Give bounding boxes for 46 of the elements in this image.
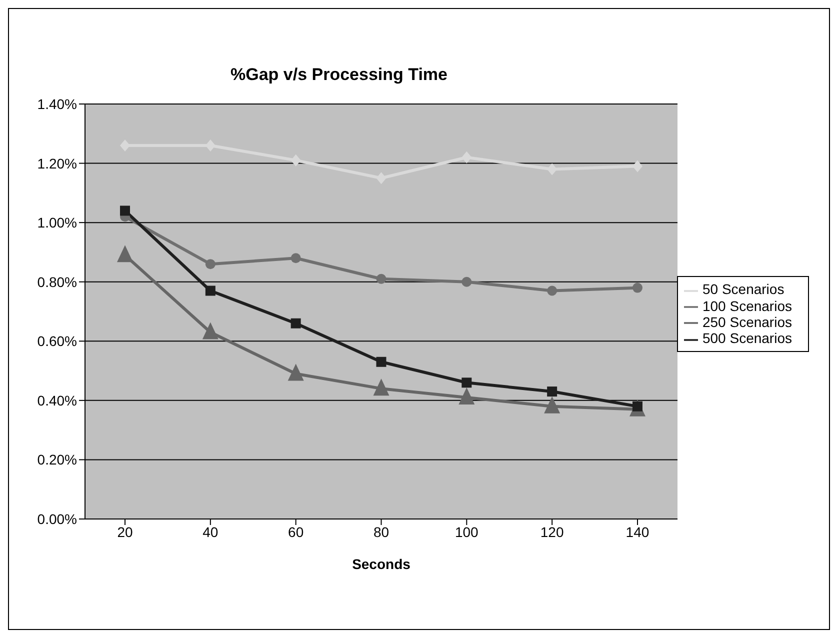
- x-tick-label: 100: [454, 524, 479, 540]
- point: [373, 378, 390, 396]
- point: [117, 245, 133, 262]
- legend-label: 500 Scenarios: [702, 330, 792, 346]
- chart-title: %Gap v/s Processing Time: [230, 65, 448, 85]
- y-tick-label: 0.40%: [37, 392, 77, 408]
- y-tick-label: 0.60%: [37, 333, 77, 350]
- point: [547, 286, 558, 296]
- x-tick-label: 80: [373, 524, 390, 540]
- x-tick-label: 20: [117, 524, 133, 540]
- point: [632, 160, 642, 172]
- x-tick-label: 60: [288, 524, 304, 540]
- y-tick-label: 1.40%: [37, 96, 77, 112]
- y-tick-label: 0.00%: [37, 510, 77, 527]
- legend-label: 50 Scenarios: [702, 281, 784, 298]
- point: [205, 140, 216, 152]
- point: [290, 318, 301, 328]
- point: [290, 253, 301, 264]
- point: [120, 140, 130, 152]
- point: [462, 151, 472, 164]
- point: [205, 259, 216, 270]
- point: [632, 282, 642, 293]
- x-tick-label: 40: [202, 524, 218, 540]
- y-tick-label: 0.80%: [37, 274, 77, 290]
- point: [547, 386, 558, 397]
- x-tick-label: 120: [540, 524, 564, 540]
- point: [462, 378, 472, 388]
- x-axis-title: Seconds: [352, 556, 411, 572]
- point: [462, 276, 472, 287]
- x-tick-label: 140: [626, 524, 650, 540]
- point: [290, 154, 301, 166]
- point: [544, 396, 560, 414]
- y-tick-label: 1.20%: [37, 155, 77, 172]
- point: [376, 356, 386, 367]
- point: [376, 172, 386, 184]
- y-tick-label: 0.20%: [37, 452, 77, 468]
- legend-label: 250 Scenarios: [702, 314, 792, 330]
- point: [120, 206, 130, 216]
- point: [202, 322, 218, 340]
- legend-label: 100 Scenarios: [702, 298, 792, 314]
- point: [458, 387, 475, 404]
- y-tick-label: 1.00%: [37, 214, 77, 231]
- point: [376, 274, 386, 284]
- point: [547, 163, 558, 176]
- point: [205, 286, 216, 296]
- point: [288, 364, 304, 381]
